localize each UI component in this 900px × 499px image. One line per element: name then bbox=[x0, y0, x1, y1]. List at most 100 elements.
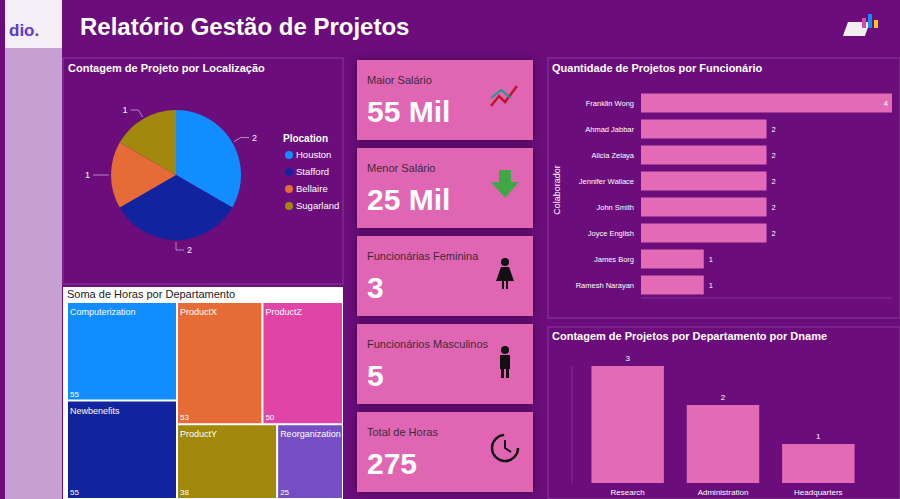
legend-label: Houston bbox=[296, 149, 331, 160]
icon-part bbox=[862, 18, 866, 28]
card-icon bbox=[491, 90, 511, 98]
cell-label: Newbenefits bbox=[70, 406, 120, 416]
card-icon bbox=[492, 435, 518, 461]
tick-label: James Borg bbox=[594, 255, 634, 264]
data-label: 3 bbox=[625, 354, 630, 363]
kpi-card: Menor Salário 25 Mil bbox=[357, 148, 533, 228]
legend-swatch bbox=[285, 202, 293, 210]
value-axis bbox=[641, 298, 892, 299]
card-title: Funcionários Masculinos bbox=[367, 338, 489, 350]
sidebar bbox=[5, 0, 62, 499]
bars bbox=[591, 366, 854, 483]
card-icon bbox=[491, 86, 517, 106]
card-value: 3 bbox=[367, 271, 384, 304]
bar bbox=[591, 366, 663, 483]
kpi-card: Total de Horas275 bbox=[357, 412, 533, 492]
data-label: 4 bbox=[884, 99, 888, 108]
data-label: 25 bbox=[280, 488, 289, 497]
chart-title: Contagem de Projetos por Departamento po… bbox=[552, 330, 827, 342]
data-label: 2 bbox=[772, 177, 776, 186]
tick-label: Franklin Wong bbox=[586, 99, 634, 108]
card-title: Menor Salário bbox=[367, 162, 435, 174]
icon-part bbox=[874, 20, 878, 28]
axis-label: Colaborador bbox=[552, 165, 562, 215]
data-label: 2 bbox=[772, 125, 776, 134]
data-label: 1 bbox=[816, 432, 821, 441]
legend-swatch bbox=[285, 168, 293, 176]
card-icon bbox=[501, 346, 509, 354]
card-bg bbox=[357, 148, 533, 228]
legend-label: Sugarland bbox=[296, 200, 339, 211]
legend-title: Plocation bbox=[283, 133, 328, 144]
bar bbox=[641, 198, 767, 217]
card-bg bbox=[357, 412, 533, 492]
bar bbox=[782, 444, 854, 483]
data-label: 55 bbox=[70, 390, 79, 399]
card-title: Funcionárias Feminina bbox=[367, 250, 479, 262]
card-value: 5 bbox=[367, 359, 384, 392]
data-label: 1 bbox=[122, 105, 127, 115]
cell-label: Reorganization bbox=[280, 429, 341, 439]
data-label: 2 bbox=[772, 203, 776, 212]
tick-label: Jennifer Wallace bbox=[579, 177, 634, 186]
bar bbox=[641, 120, 767, 139]
chart-title: Quantidade de Projetos por Funcionário bbox=[552, 62, 763, 74]
bars bbox=[641, 94, 892, 295]
tick-label: Research bbox=[611, 488, 645, 497]
bar bbox=[641, 146, 767, 165]
header-icon bbox=[843, 14, 878, 36]
card-bg bbox=[357, 324, 533, 404]
bar bbox=[641, 172, 767, 191]
tick-label: Ramesh Narayan bbox=[576, 281, 634, 290]
data-label: 1 bbox=[709, 281, 713, 290]
data-label: 38 bbox=[180, 488, 189, 497]
background bbox=[0, 0, 900, 499]
cell-label: ProductX bbox=[180, 307, 217, 317]
card-icon bbox=[501, 258, 509, 266]
panel bbox=[63, 58, 343, 284]
tick-label: Administration bbox=[698, 488, 749, 497]
pie-slice bbox=[120, 110, 176, 175]
bar bbox=[641, 276, 704, 295]
panel bbox=[548, 327, 900, 499]
cell-label: ProductZ bbox=[265, 307, 302, 317]
card-title: Total de Horas bbox=[367, 426, 438, 438]
legend-swatch bbox=[285, 151, 293, 159]
tick-label: John Smith bbox=[596, 203, 634, 212]
page-title: Relatório Gestão de Projetos bbox=[80, 13, 409, 40]
legend-label: Stafford bbox=[296, 166, 329, 177]
card-icon bbox=[491, 170, 519, 198]
card-value: 25 Mil bbox=[367, 183, 450, 216]
data-label: 50 bbox=[265, 413, 274, 422]
card-icon bbox=[500, 355, 510, 378]
card-icon bbox=[505, 440, 511, 452]
data-label: 2 bbox=[252, 133, 257, 143]
panel bbox=[548, 58, 900, 318]
data-label: 2 bbox=[772, 229, 776, 238]
data-label: 2 bbox=[187, 245, 192, 255]
panel bbox=[63, 287, 343, 499]
tick-label: Headquarters bbox=[794, 488, 842, 497]
leader-line bbox=[93, 175, 109, 176]
kpi-card: Funcionários Masculinos 5 bbox=[357, 324, 533, 404]
legend-swatch bbox=[285, 185, 293, 193]
treemap-cell bbox=[68, 303, 176, 400]
treemap-cell bbox=[263, 303, 342, 423]
treemap-cell bbox=[68, 402, 176, 499]
data-label: 1 bbox=[709, 255, 713, 264]
chart-title: Contagem de Projeto por Localização bbox=[68, 62, 265, 74]
data-label: 1 bbox=[85, 170, 90, 180]
tick-label: Alicia Zelaya bbox=[591, 151, 634, 160]
kpi-card: Maior Salário55 Mil bbox=[357, 60, 533, 140]
card-icon bbox=[496, 267, 514, 289]
tick-label: Ahmad Jabbar bbox=[585, 125, 634, 134]
kpi-card: Funcionárias Feminina 3 bbox=[357, 236, 533, 316]
icon-part bbox=[868, 14, 872, 28]
card-bg bbox=[357, 60, 533, 140]
data-label: 2 bbox=[721, 393, 726, 402]
bar bbox=[687, 405, 759, 483]
legend-label: Bellaire bbox=[296, 183, 328, 194]
bar bbox=[641, 94, 892, 113]
tick-label: Joyce English bbox=[588, 229, 634, 238]
treemap-cell bbox=[178, 425, 276, 498]
